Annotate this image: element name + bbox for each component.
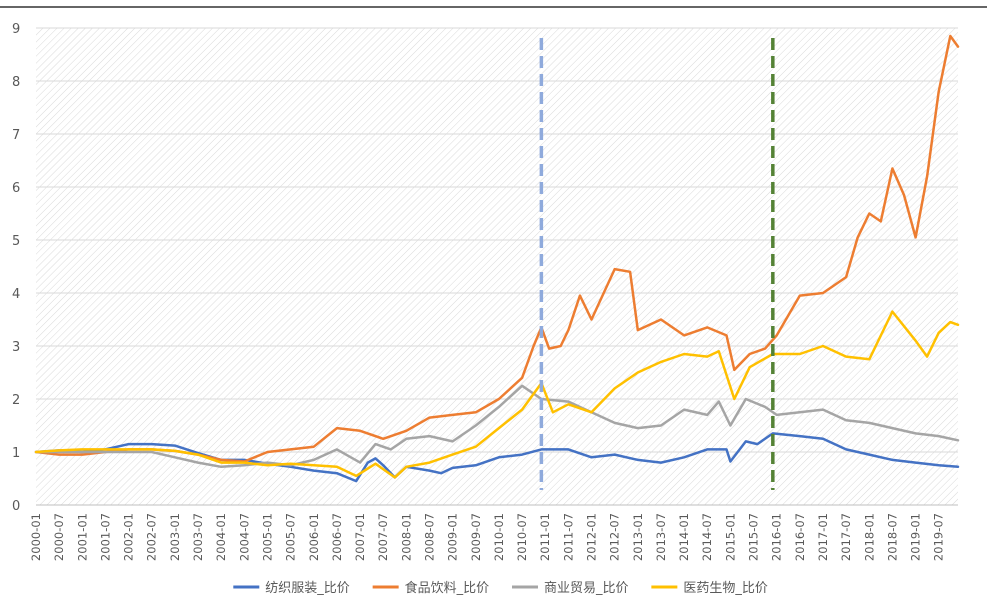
x-tick-label: 2019-07 bbox=[932, 513, 946, 561]
x-tick-label: 2005-01 bbox=[260, 513, 274, 561]
x-tick-label: 2012-07 bbox=[608, 513, 622, 561]
legend-label: 纺织服装_比价 bbox=[265, 581, 350, 596]
y-tick-label: 5 bbox=[12, 234, 20, 249]
x-tick-label: 2009-01 bbox=[446, 513, 460, 561]
x-tick-label: 2007-07 bbox=[376, 513, 390, 561]
x-tick-label: 2007-01 bbox=[353, 513, 367, 561]
y-tick-label: 7 bbox=[12, 128, 20, 143]
legend-label: 食品饮料_比价 bbox=[405, 580, 490, 596]
x-tick-label: 2010-01 bbox=[492, 513, 506, 561]
x-tick-label: 2004-07 bbox=[237, 513, 251, 561]
x-tick-label: 2012-01 bbox=[585, 513, 599, 561]
x-tick-label: 2005-07 bbox=[284, 513, 298, 561]
series-line bbox=[34, 34, 960, 463]
y-tick-label: 3 bbox=[12, 340, 20, 355]
series-line bbox=[34, 310, 960, 479]
x-tick-label: 2011-07 bbox=[561, 513, 575, 561]
x-tick-label: 2003-07 bbox=[191, 513, 205, 561]
x-tick-label: 2010-07 bbox=[515, 513, 529, 561]
legend-label: 商业贸易_比价 bbox=[544, 581, 629, 596]
y-tick-label: 4 bbox=[12, 287, 20, 302]
x-tick-label: 2001-01 bbox=[75, 513, 89, 561]
legend-label: 医药生物_比价 bbox=[683, 581, 768, 596]
x-tick-label: 2001-07 bbox=[98, 513, 112, 561]
x-axis-ticks: 2000-01 2000-07 2001-01 2001-07 2002-01 2002-… bbox=[29, 513, 946, 561]
y-tick-label: 0 bbox=[12, 499, 20, 514]
x-tick-label: 2011-01 bbox=[538, 513, 552, 561]
y-tick-label: 9 bbox=[12, 22, 20, 37]
y-tick-label: 2 bbox=[12, 393, 20, 408]
x-tick-label: 2006-01 bbox=[307, 513, 321, 561]
x-tick-label: 2013-07 bbox=[654, 513, 668, 561]
x-tick-label: 2008-07 bbox=[422, 513, 436, 561]
reference-lines bbox=[539, 38, 775, 490]
x-tick-label: 2018-01 bbox=[862, 513, 876, 561]
x-tick-label: 2019-01 bbox=[909, 513, 923, 561]
x-tick-label: 2000-01 bbox=[29, 513, 43, 561]
x-tick-label: 2006-07 bbox=[330, 513, 344, 561]
plot-area bbox=[36, 28, 958, 505]
x-tick-label: 2014-07 bbox=[700, 513, 714, 561]
series-lines bbox=[34, 34, 960, 483]
x-tick-label: 2016-07 bbox=[793, 513, 807, 561]
x-tick-label: 2015-01 bbox=[723, 513, 737, 561]
y-tick-label: 1 bbox=[12, 446, 20, 461]
x-tick-label: 2002-07 bbox=[145, 513, 159, 561]
x-tick-label: 2017-07 bbox=[839, 513, 853, 561]
x-tick-label: 2015-07 bbox=[747, 513, 761, 561]
x-tick-label: 2004-01 bbox=[214, 513, 228, 561]
legend: 纺织服装_比价 食品饮料_比价 商业贸易_比价 医药生物_比价 bbox=[233, 580, 768, 596]
x-tick-label: 2017-01 bbox=[816, 513, 830, 561]
y-tick-label: 6 bbox=[12, 181, 20, 196]
x-tick-label: 2000-07 bbox=[52, 513, 66, 561]
x-tick-label: 2008-01 bbox=[399, 513, 413, 561]
y-axis-ticks: 0 1 2 3 4 5 6 7 8 9 bbox=[12, 22, 20, 514]
series-line bbox=[34, 384, 960, 469]
x-tick-label: 2002-01 bbox=[122, 513, 136, 561]
y-tick-label: 8 bbox=[12, 75, 20, 90]
x-tick-label: 2016-01 bbox=[770, 513, 784, 561]
x-tick-label: 2014-01 bbox=[677, 513, 691, 561]
x-tick-label: 2009-07 bbox=[469, 513, 483, 561]
x-tick-label: 2003-01 bbox=[168, 513, 182, 561]
x-tick-label: 2013-01 bbox=[631, 513, 645, 561]
x-tick-label: 2018-07 bbox=[885, 513, 899, 561]
